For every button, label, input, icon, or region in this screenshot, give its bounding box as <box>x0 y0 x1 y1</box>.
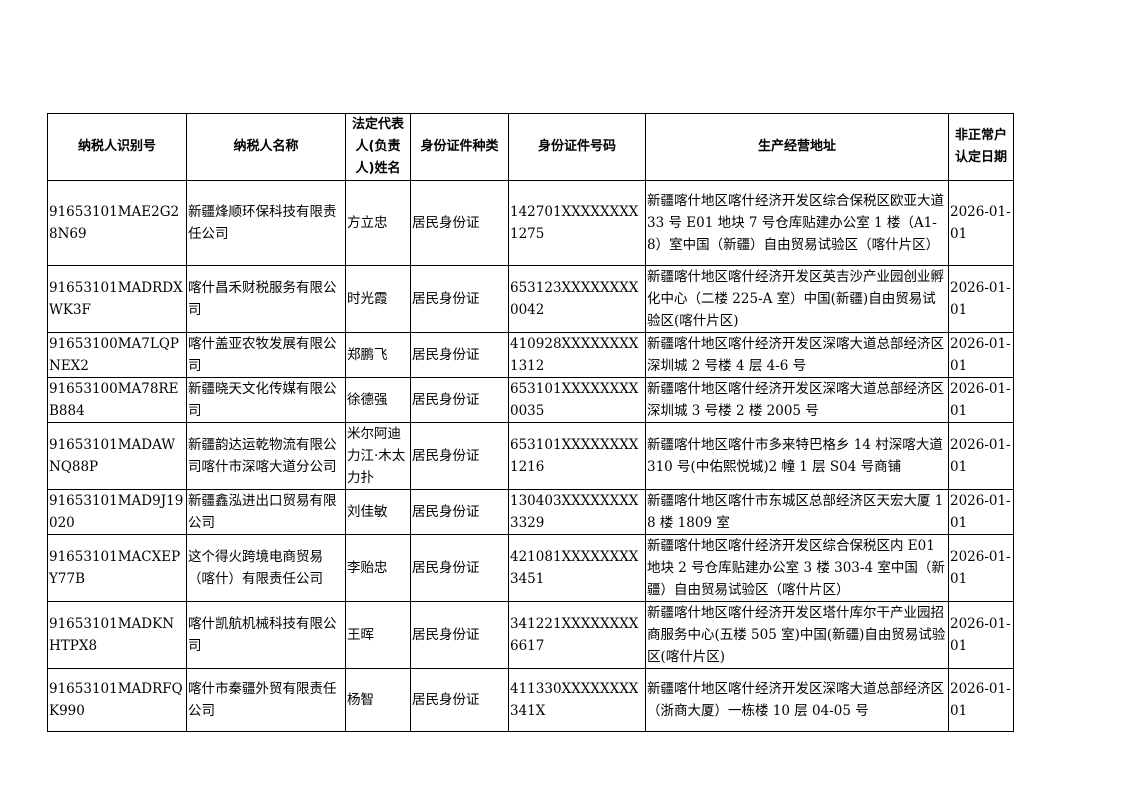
cell-legal-rep: 时光霞 <box>345 265 411 333</box>
cell-id-number: 341221XXXXXXXX6617 <box>508 601 646 669</box>
cell-taxpayer-id: 91653101MADRFQK990 <box>47 668 187 732</box>
cell-taxpayer-id: 91653100MA7LQPNEX2 <box>47 332 187 378</box>
cell-id-number: 653123XXXXXXXX0042 <box>508 265 646 333</box>
header-date: 非正常户认定日期 <box>948 113 1014 181</box>
cell-address: 新疆喀什地区喀什经济开发区深喀大道总部经济区深圳城 2 号楼 4 层 4-6 号 <box>645 332 949 378</box>
cell-id-number: 421081XXXXXXXX3451 <box>508 534 646 602</box>
cell-taxpayer-id: 91653101MAE2G28N69 <box>47 180 187 266</box>
cell-id-type: 居民身份证 <box>410 422 509 490</box>
header-taxpayer-id: 纳税人识别号 <box>47 113 187 181</box>
table-row: 91653101MADAWNQ88P 新疆韵达运乾物流有限公司喀什市深喀大道分公司… <box>47 422 1014 490</box>
table-row: 91653100MA78REB884 新疆晓天文化传媒有限公司 徐德强 居民身份证 65… <box>47 377 1014 423</box>
header-id-number: 身份证件号码 <box>508 113 646 181</box>
cell-legal-rep: 徐德强 <box>345 377 411 423</box>
table-row: 91653101MAE2G28N69 新疆烽顺环保科技有限责任公司 方立忠 居民身份证… <box>47 180 1014 266</box>
cell-id-type: 居民身份证 <box>410 377 509 423</box>
cell-id-number: 410928XXXXXXXX1312 <box>508 332 646 378</box>
cell-id-number: 653101XXXXXXXX1216 <box>508 422 646 490</box>
cell-taxpayer-id: 91653101MAD9J19020 <box>47 489 187 535</box>
header-legal-rep: 法定代表人(负责人)姓名 <box>345 113 411 181</box>
cell-address: 新疆喀什地区喀什市东城区总部经济区天宏大厦 18 楼 1809 室 <box>645 489 949 535</box>
cell-id-number: 142701XXXXXXXX1275 <box>508 180 646 266</box>
header-row: 纳税人识别号 纳税人名称 法定代表人(负责人)姓名 身份证件种类 身份证件号码 … <box>47 113 1014 181</box>
abnormal-taxpayer-table: 纳税人识别号 纳税人名称 法定代表人(负责人)姓名 身份证件种类 身份证件号码 … <box>47 113 1014 732</box>
cell-legal-rep: 米尔阿迪力江·木太力扑 <box>345 422 411 490</box>
table-row: 91653101MADRFQK990 喀什市秦疆外贸有限责任公司 杨智 居民身份证 41… <box>47 668 1014 732</box>
cell-date: 2026-01-01 <box>948 332 1014 378</box>
cell-taxpayer-id: 91653101MADAWNQ88P <box>47 422 187 490</box>
cell-id-type: 居民身份证 <box>410 265 509 333</box>
cell-address: 新疆喀什地区喀什经济开发区综合保税区欧亚大道 33 号 E01 地块 7 号仓库… <box>645 180 949 266</box>
header-taxpayer-name: 纳税人名称 <box>186 113 346 181</box>
cell-legal-rep: 郑鹏飞 <box>345 332 411 378</box>
cell-date: 2026-01-01 <box>948 601 1014 669</box>
cell-legal-rep: 李贻忠 <box>345 534 411 602</box>
cell-taxpayer-id: 91653100MA78REB884 <box>47 377 187 423</box>
cell-legal-rep: 刘佳敏 <box>345 489 411 535</box>
cell-id-type: 居民身份证 <box>410 489 509 535</box>
cell-date: 2026-01-01 <box>948 534 1014 602</box>
cell-legal-rep: 方立忠 <box>345 180 411 266</box>
table-row: 91653101MACXEPY77B 这个得火跨境电商贸易（喀什）有限责任公司 李贻… <box>47 534 1014 602</box>
cell-id-type: 居民身份证 <box>410 601 509 669</box>
cell-id-number: 130403XXXXXXXX3329 <box>508 489 646 535</box>
cell-taxpayer-name: 喀什凯航机械科技有限公司 <box>186 601 346 669</box>
cell-date: 2026-01-01 <box>948 489 1014 535</box>
cell-taxpayer-name: 新疆晓天文化传媒有限公司 <box>186 377 346 423</box>
cell-address: 新疆喀什地区喀什市多来特巴格乡 14 村深喀大道 310 号(中佑熙悦城)2 幢… <box>645 422 949 490</box>
cell-taxpayer-id: 91653101MADRDXWK3F <box>47 265 187 333</box>
cell-date: 2026-01-01 <box>948 668 1014 732</box>
cell-address: 新疆喀什地区喀什经济开发区综合保税区内 E01 地块 2 号仓库贴建办公室 3 … <box>645 534 949 602</box>
header-id-type: 身份证件种类 <box>410 113 509 181</box>
cell-taxpayer-id: 91653101MACXEPY77B <box>47 534 187 602</box>
table-row: 91653101MADKNHTPX8 喀什凯航机械科技有限公司 王晖 居民身份证 341… <box>47 601 1014 669</box>
cell-id-type: 居民身份证 <box>410 180 509 266</box>
table-row: 91653101MADRDXWK3F 喀什昌禾财税服务有限公司 时光霞 居民身份证 65… <box>47 265 1014 333</box>
cell-date: 2026-01-01 <box>948 377 1014 423</box>
cell-taxpayer-name: 这个得火跨境电商贸易（喀什）有限责任公司 <box>186 534 346 602</box>
cell-date: 2026-01-01 <box>948 265 1014 333</box>
cell-taxpayer-name: 喀什盖亚农牧发展有限公司 <box>186 332 346 378</box>
cell-id-type: 居民身份证 <box>410 534 509 602</box>
header-address: 生产经营地址 <box>645 113 949 181</box>
cell-id-type: 居民身份证 <box>410 668 509 732</box>
cell-address: 新疆喀什地区喀什经济开发区塔什库尔干产业园招商服务中心(五楼 505 室)中国(… <box>645 601 949 669</box>
cell-id-type: 居民身份证 <box>410 332 509 378</box>
cell-date: 2026-01-01 <box>948 422 1014 490</box>
cell-taxpayer-name: 新疆烽顺环保科技有限责任公司 <box>186 180 346 266</box>
cell-legal-rep: 王晖 <box>345 601 411 669</box>
cell-address: 新疆喀什地区喀什经济开发区深喀大道总部经济区（浙商大厦）一栋楼 10 层 04-… <box>645 668 949 732</box>
cell-address: 新疆喀什地区喀什经济开发区英吉沙产业园创业孵化中心（二楼 225-A 室）中国(… <box>645 265 949 333</box>
cell-id-number: 653101XXXXXXXX0035 <box>508 377 646 423</box>
cell-taxpayer-id: 91653101MADKNHTPX8 <box>47 601 187 669</box>
cell-date: 2026-01-01 <box>948 180 1014 266</box>
cell-taxpayer-name: 喀什昌禾财税服务有限公司 <box>186 265 346 333</box>
cell-taxpayer-name: 新疆鑫泓进出口贸易有限公司 <box>186 489 346 535</box>
table-body: 91653101MAE2G28N69 新疆烽顺环保科技有限责任公司 方立忠 居民身份证… <box>47 180 1014 732</box>
cell-taxpayer-name: 新疆韵达运乾物流有限公司喀什市深喀大道分公司 <box>186 422 346 490</box>
table-row: 91653101MAD9J19020 新疆鑫泓进出口贸易有限公司 刘佳敏 居民身份证 1… <box>47 489 1014 535</box>
cell-address: 新疆喀什地区喀什经济开发区深喀大道总部经济区深圳城 3 号楼 2 楼 2005 … <box>645 377 949 423</box>
cell-legal-rep: 杨智 <box>345 668 411 732</box>
cell-taxpayer-name: 喀什市秦疆外贸有限责任公司 <box>186 668 346 732</box>
cell-id-number: 411330XXXXXXXX341X <box>508 668 646 732</box>
table-row: 91653100MA7LQPNEX2 喀什盖亚农牧发展有限公司 郑鹏飞 居民身份证 41… <box>47 332 1014 378</box>
